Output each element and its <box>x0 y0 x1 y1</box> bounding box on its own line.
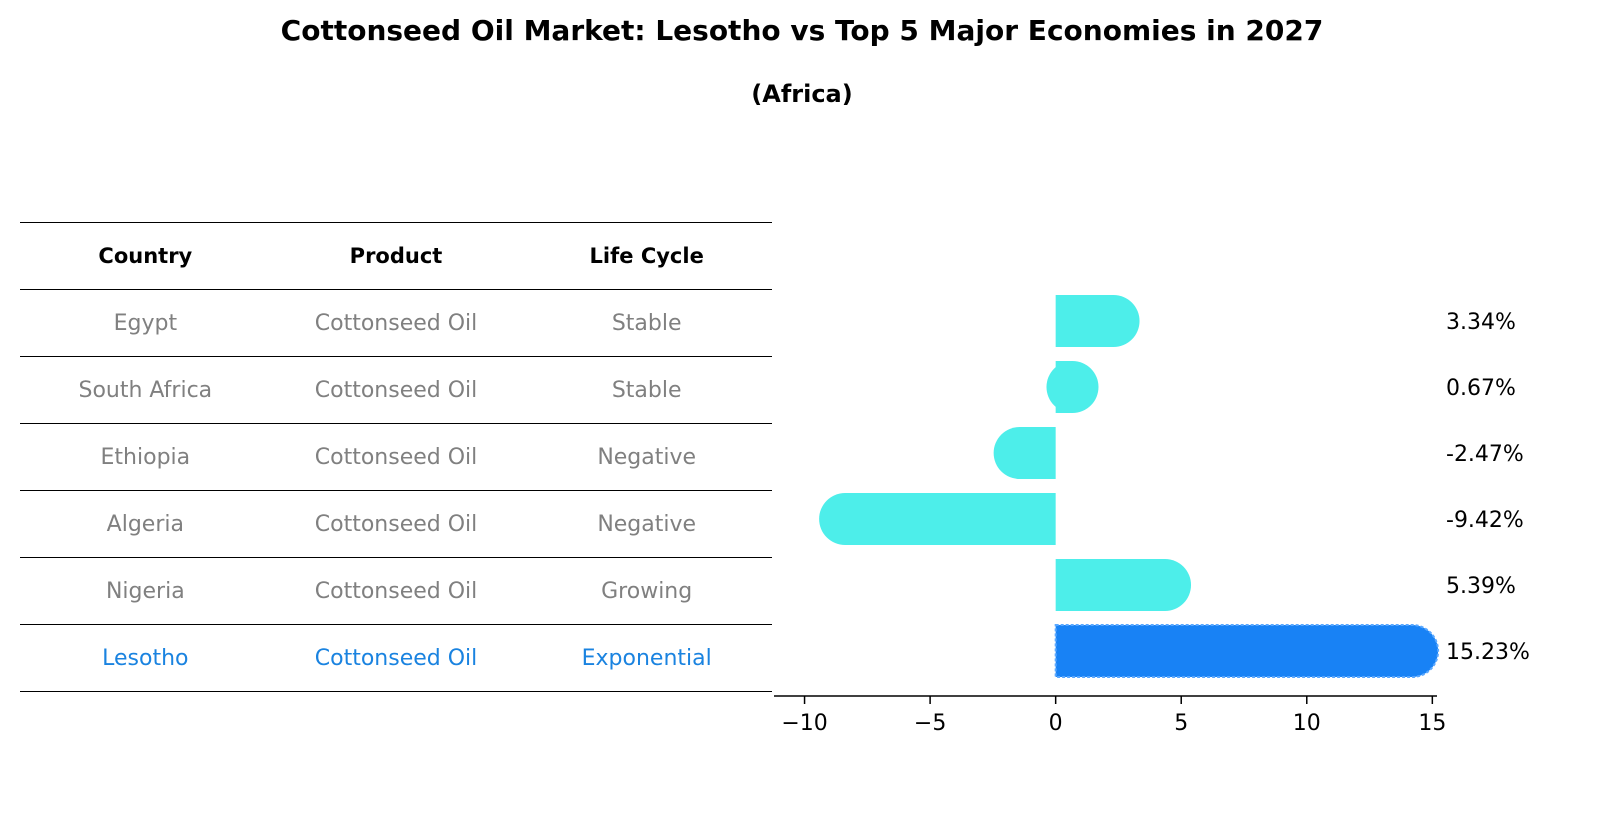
bar-lesotho <box>1054 624 1440 678</box>
x-tick-label: 5 <box>1174 711 1188 736</box>
table-row: Algeria Cottonseed Oil Negative <box>20 490 772 557</box>
x-tick-label: 15 <box>1418 711 1446 736</box>
cell-product: Cottonseed Oil <box>314 645 478 671</box>
header-product: Product <box>349 244 443 268</box>
bar-cap <box>1046 361 1099 413</box>
x-tick-label: 0 <box>1049 711 1063 736</box>
bar-value-label: 0.67% <box>1446 376 1516 401</box>
cell-country: South Africa <box>78 377 213 403</box>
header-life-cycle: Life Cycle <box>589 244 704 268</box>
cell-country: Lesotho <box>102 645 189 671</box>
chart-title: Cottonseed Oil Market: Lesotho vs Top 5 … <box>280 14 1324 47</box>
cell-life-cycle: Negative <box>597 511 697 537</box>
x-tick-label: −5 <box>914 711 946 736</box>
cell-life-cycle: Stable <box>611 377 682 403</box>
cell-life-cycle: Exponential <box>581 645 712 671</box>
data-table: Country Product Life Cycle Egypt Cottons… <box>20 222 772 692</box>
cell-life-cycle: Negative <box>597 444 697 470</box>
table-header-row: Country Product Life Cycle <box>20 222 772 289</box>
cell-country: Ethiopia <box>100 444 191 470</box>
cell-life-cycle: Stable <box>611 310 682 336</box>
table-row: Ethiopia Cottonseed Oil Negative <box>20 423 772 490</box>
chart-subtitle: (Africa) <box>751 80 853 108</box>
cell-product: Cottonseed Oil <box>314 578 478 604</box>
cell-country: Nigeria <box>105 578 185 604</box>
bar-ethiopia <box>993 427 1056 479</box>
x-tick-label: 10 <box>1293 711 1321 736</box>
x-tick-label: −10 <box>781 711 827 736</box>
bar-value-label: 15.23% <box>1446 640 1530 665</box>
bar-value-label: 5.39% <box>1446 574 1516 599</box>
cell-product: Cottonseed Oil <box>314 511 478 537</box>
cell-life-cycle: Growing <box>601 578 693 604</box>
header-country: Country <box>98 244 193 268</box>
cell-product: Cottonseed Oil <box>314 310 478 336</box>
table-row: South Africa Cottonseed Oil Stable <box>20 356 772 423</box>
table-row: Egypt Cottonseed Oil Stable <box>20 289 772 356</box>
bar-value-label: 3.34% <box>1446 310 1516 335</box>
cell-product: Cottonseed Oil <box>314 444 478 470</box>
bar-value-label: -2.47% <box>1446 442 1524 467</box>
cell-country: Algeria <box>106 511 184 537</box>
bar-nigeria <box>1055 559 1192 611</box>
cell-product: Cottonseed Oil <box>314 377 478 403</box>
table-row: Nigeria Cottonseed Oil Growing <box>20 557 772 624</box>
bar-egypt <box>1055 295 1140 347</box>
table-row-highlight: Lesotho Cottonseed Oil Exponential <box>20 624 772 692</box>
bar-algeria <box>819 493 1056 545</box>
bar-value-label: -9.42% <box>1446 508 1524 533</box>
cell-country: Egypt <box>113 310 178 336</box>
